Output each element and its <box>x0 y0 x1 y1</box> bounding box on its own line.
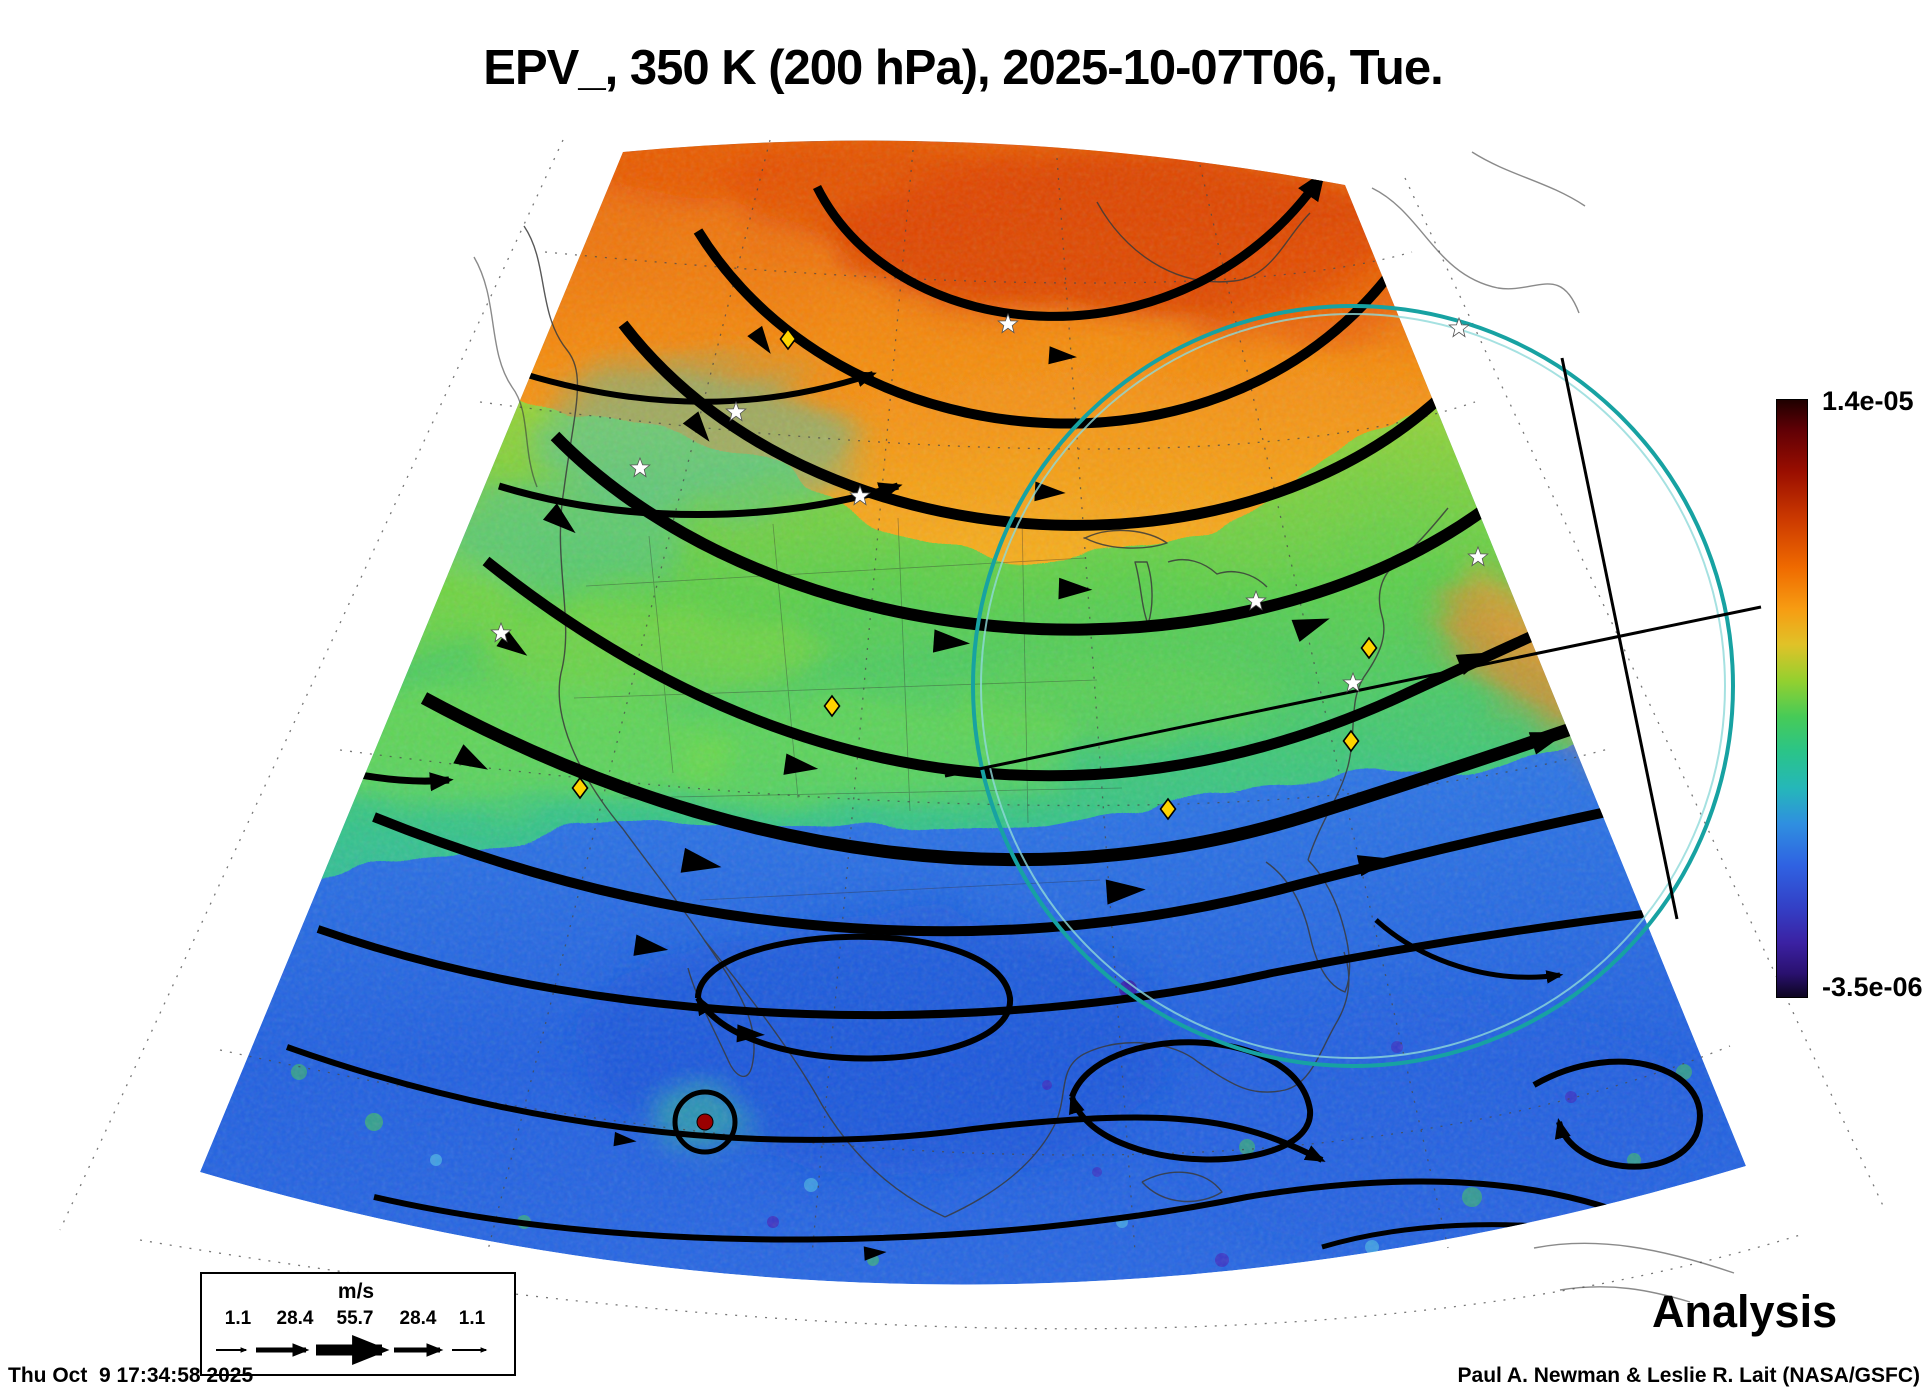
wind-speed-value: 28.4 <box>400 1308 437 1329</box>
wind-units-label: m/s <box>338 1280 374 1303</box>
colorbar-max-label: 1.4e-05 <box>1822 386 1914 416</box>
wind-speed-value: 1.1 <box>459 1308 486 1329</box>
credit-label: Paul A. Newman & Leslie R. Lait (NASA/GS… <box>1457 1364 1920 1387</box>
wind-speed-value: 28.4 <box>277 1308 314 1329</box>
state-borders <box>573 517 1123 901</box>
plot-title: EPV_, 350 K (200 hPa), 2025-10-07T06, Tu… <box>483 41 1443 95</box>
wind-speed-legend: m/s 1.1 28.4 55.7 28.4 1.1 <box>200 1272 516 1376</box>
colorbar <box>1776 399 1808 998</box>
wind-speed-value: 55.7 <box>337 1308 374 1329</box>
analysis-label: Analysis <box>1652 1286 1838 1337</box>
great-circle-lines <box>944 357 1762 920</box>
generated-timestamp: Thu Oct 9 17:34:58 2025 <box>8 1364 254 1387</box>
colorbar-min-label: -3.5e-06 <box>1822 972 1923 1002</box>
vortex-marker <box>672 1089 738 1155</box>
range-circle <box>971 304 1735 1068</box>
wind-speed-value: 1.1 <box>225 1308 252 1329</box>
